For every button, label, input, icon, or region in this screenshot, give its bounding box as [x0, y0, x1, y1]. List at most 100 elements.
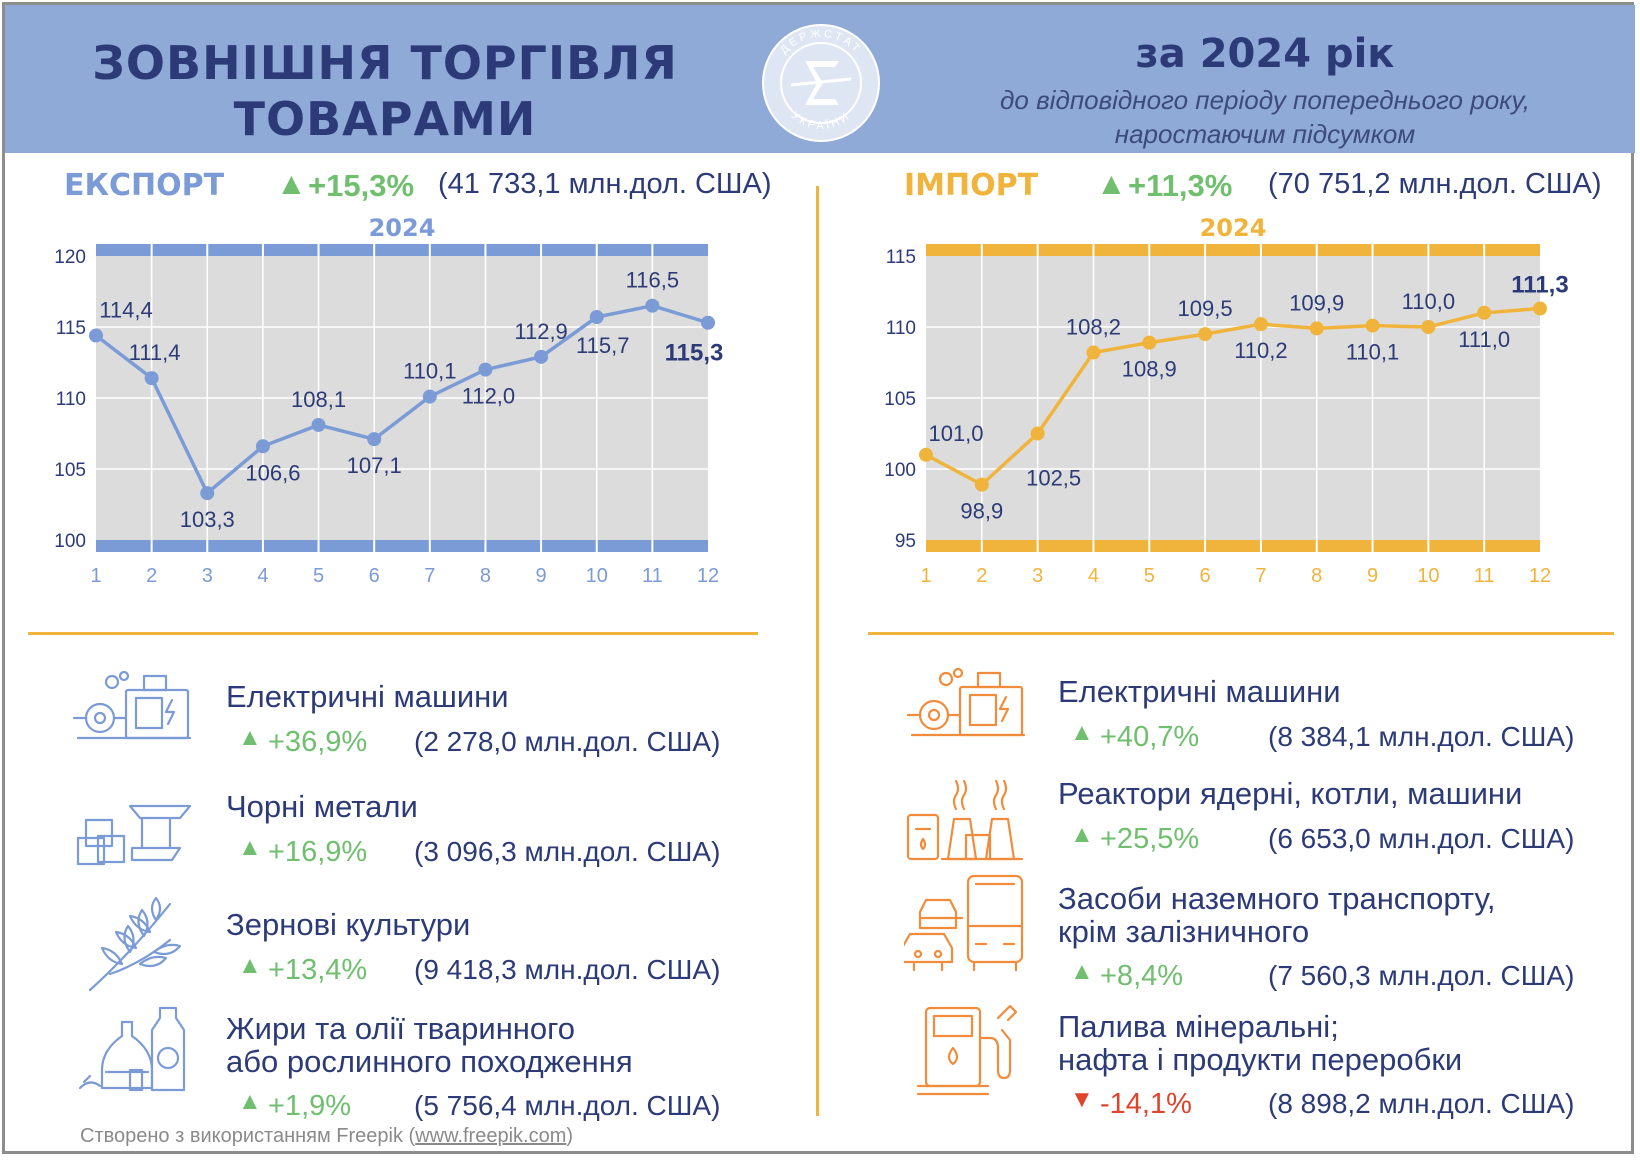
y-tick-label: 100	[54, 531, 86, 552]
data-point	[534, 349, 549, 364]
x-tick-label: 12	[697, 565, 719, 587]
data-label: 106,6	[245, 460, 300, 485]
data-point	[645, 298, 660, 313]
x-tick-label: 3	[202, 565, 213, 587]
x-tick-label: 3	[1032, 565, 1043, 587]
x-tick-label: 9	[1367, 565, 1378, 587]
up-arrow-icon: ▲	[1070, 958, 1094, 985]
x-tick-label: 10	[1417, 565, 1439, 587]
export-change: +15,3%	[308, 168, 415, 203]
footer-link[interactable]: www.freepik.com	[415, 1125, 567, 1147]
data-point	[1086, 345, 1101, 360]
derzhstat-logo: ДЕРЖСТАТ УКРАЇНИ	[762, 24, 880, 142]
data-point	[89, 328, 103, 343]
category-change: +40,7%	[1100, 721, 1200, 753]
x-tick-label: 11	[642, 565, 663, 587]
fuel-pump-icon	[904, 998, 1028, 1107]
up-arrow-icon: ▲	[238, 834, 262, 861]
footer-close: )	[566, 1125, 574, 1147]
category-value: (2 278,0 млн.дол. США)	[414, 726, 721, 757]
data-label: 103,3	[180, 507, 235, 532]
up-arrow-icon: ▲	[238, 1088, 262, 1115]
period-subtitle-line-2: наростаючим підсумком	[1114, 119, 1416, 149]
data-point	[1365, 318, 1380, 333]
data-label: 110,0	[1402, 289, 1455, 314]
category-name: Засоби наземного транспорту,	[1058, 881, 1496, 916]
y-tick-label: 105	[884, 389, 916, 410]
export-divider	[28, 632, 758, 635]
x-tick-label: 1	[920, 565, 931, 587]
data-label: 115,7	[576, 333, 629, 358]
category-name: Палива мінеральні;	[1058, 1009, 1339, 1044]
data-point	[1421, 320, 1436, 334]
up-arrow-icon: ▲	[1070, 821, 1094, 848]
data-point	[589, 310, 604, 325]
column-divider	[816, 186, 819, 1116]
data-label: 98,9	[960, 499, 1003, 524]
x-tick-label: 7	[1255, 565, 1266, 587]
data-label: 110,1	[403, 359, 456, 384]
chart-title: 2024	[369, 214, 436, 242]
export-total: (41 733,1 млн.дол. США)	[438, 168, 772, 200]
category-name: Електричні машини	[226, 679, 509, 714]
y-tick-label: 105	[54, 460, 86, 481]
period-subtitle: до відповідного періоду попереднього рок…	[945, 83, 1585, 151]
x-tick-label: 2	[146, 565, 157, 587]
down-arrow-icon: ▼	[1070, 1086, 1094, 1113]
x-tick-label: 9	[536, 565, 547, 587]
wheat-icon	[70, 894, 194, 1003]
x-tick-label: 5	[313, 565, 324, 587]
electric-machine-icon	[70, 666, 194, 775]
y-tick-label: 120	[54, 247, 86, 268]
y-tick-label: 95	[895, 531, 916, 552]
category-change: -14,1%	[1100, 1088, 1192, 1120]
y-tick-label: 100	[884, 460, 916, 481]
reactor-icon	[904, 765, 1028, 874]
data-point	[255, 439, 270, 454]
data-label: 116,5	[626, 268, 679, 293]
data-label: 108,1	[291, 387, 346, 412]
category-name: Зернові культури	[226, 907, 471, 942]
bottom-band	[96, 540, 708, 552]
x-tick-label: 5	[1144, 565, 1155, 587]
transport-icon	[900, 870, 1028, 979]
x-tick-label: 6	[1200, 565, 1211, 587]
bottom-band	[926, 540, 1540, 552]
chart-title: 2024	[1200, 214, 1267, 242]
x-tick-label: 8	[1311, 565, 1322, 587]
category-change: +25,5%	[1100, 823, 1200, 855]
x-tick-label: 2	[976, 565, 987, 587]
category-name-line-2: крім залізничного	[1058, 914, 1310, 949]
category-name: Електричні машини	[1058, 674, 1341, 709]
data-point	[367, 432, 382, 447]
category-value: (3 096,3 млн.дол. США)	[414, 836, 721, 867]
x-tick-label: 12	[1529, 565, 1551, 587]
import-change: +11,3%	[1128, 168, 1233, 203]
y-tick-label: 115	[56, 318, 86, 339]
title-line-1: ЗОВНІШНЯ ТОРГІВЛЯ	[92, 36, 678, 90]
data-point	[478, 362, 493, 377]
y-tick-label: 110	[886, 318, 916, 339]
y-tick-label: 110	[56, 389, 86, 410]
data-label: 107,1	[347, 453, 402, 478]
data-point	[311, 417, 326, 432]
data-label: 102,5	[1026, 466, 1081, 491]
import-total: (70 751,2 млн.дол. США)	[1268, 168, 1602, 200]
period-title: за 2024 рік	[1135, 31, 1395, 77]
series-line	[94, 303, 709, 496]
data-label: 114,4	[99, 298, 152, 323]
data-label: 111,0	[1458, 327, 1510, 352]
data-point	[1253, 317, 1268, 332]
x-tick-label: 8	[480, 565, 491, 587]
up-arrow-icon: ▲	[238, 724, 262, 751]
top-band	[96, 244, 708, 256]
data-label: 111,3	[1511, 272, 1568, 299]
data-point	[974, 477, 989, 492]
category-value: (7 560,3 млн.дол. США)	[1268, 960, 1575, 991]
data-label: 108,2	[1066, 315, 1121, 340]
category-value: (8 898,2 млн.дол. США)	[1268, 1088, 1575, 1119]
export-up-arrow-icon: ▲	[276, 166, 307, 201]
category-name: Жири та олії тваринного	[226, 1011, 576, 1046]
